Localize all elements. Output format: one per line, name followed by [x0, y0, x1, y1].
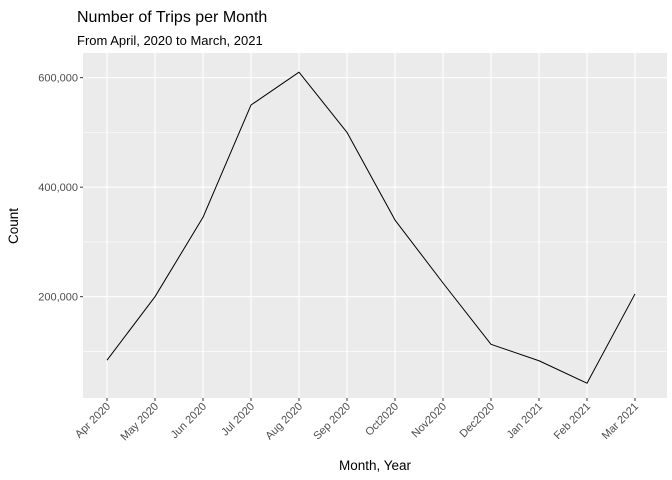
x-tick-label: Oct2020: [363, 401, 401, 439]
y-tick-label: 600,000: [38, 73, 78, 85]
x-tick-label: Apr 2020: [73, 401, 113, 441]
y-tick-label: 400,000: [38, 182, 78, 194]
y-axis-title: Count: [6, 208, 21, 244]
x-tick-label: Jul 2020: [219, 401, 257, 439]
x-tick-label: Jan 2021: [505, 401, 545, 441]
x-tick-label: Jun 2020: [169, 401, 209, 441]
x-tick-label: Feb 2021: [552, 401, 593, 442]
x-axis: Apr 2020 May 2020 Jun 2020 Jul 2020 Aug 2020…: [73, 398, 641, 443]
grid-major: [83, 53, 667, 398]
y-tick-label: 200,000: [38, 292, 78, 304]
series-line-group: [106, 71, 636, 384]
x-tick-label: May 2020: [118, 401, 161, 444]
x-tick-label: Aug 2020: [263, 401, 305, 443]
x-tick-label: Nov2020: [409, 401, 449, 441]
plot-panel: [83, 53, 667, 398]
x-axis-title: Month, Year: [339, 458, 412, 473]
y-axis: 200,000 400,000 600,000: [38, 73, 83, 304]
chart-subtitle: From April, 2020 to March, 2021: [77, 33, 263, 48]
series-line: [106, 71, 636, 384]
grid-minor: [83, 132, 667, 352]
x-tick-label: Sep 2020: [311, 401, 353, 443]
x-tick-label: Mar 2021: [600, 401, 641, 442]
x-tick-label: Dec2020: [457, 401, 497, 441]
chart-title: Number of Trips per Month: [77, 9, 267, 26]
